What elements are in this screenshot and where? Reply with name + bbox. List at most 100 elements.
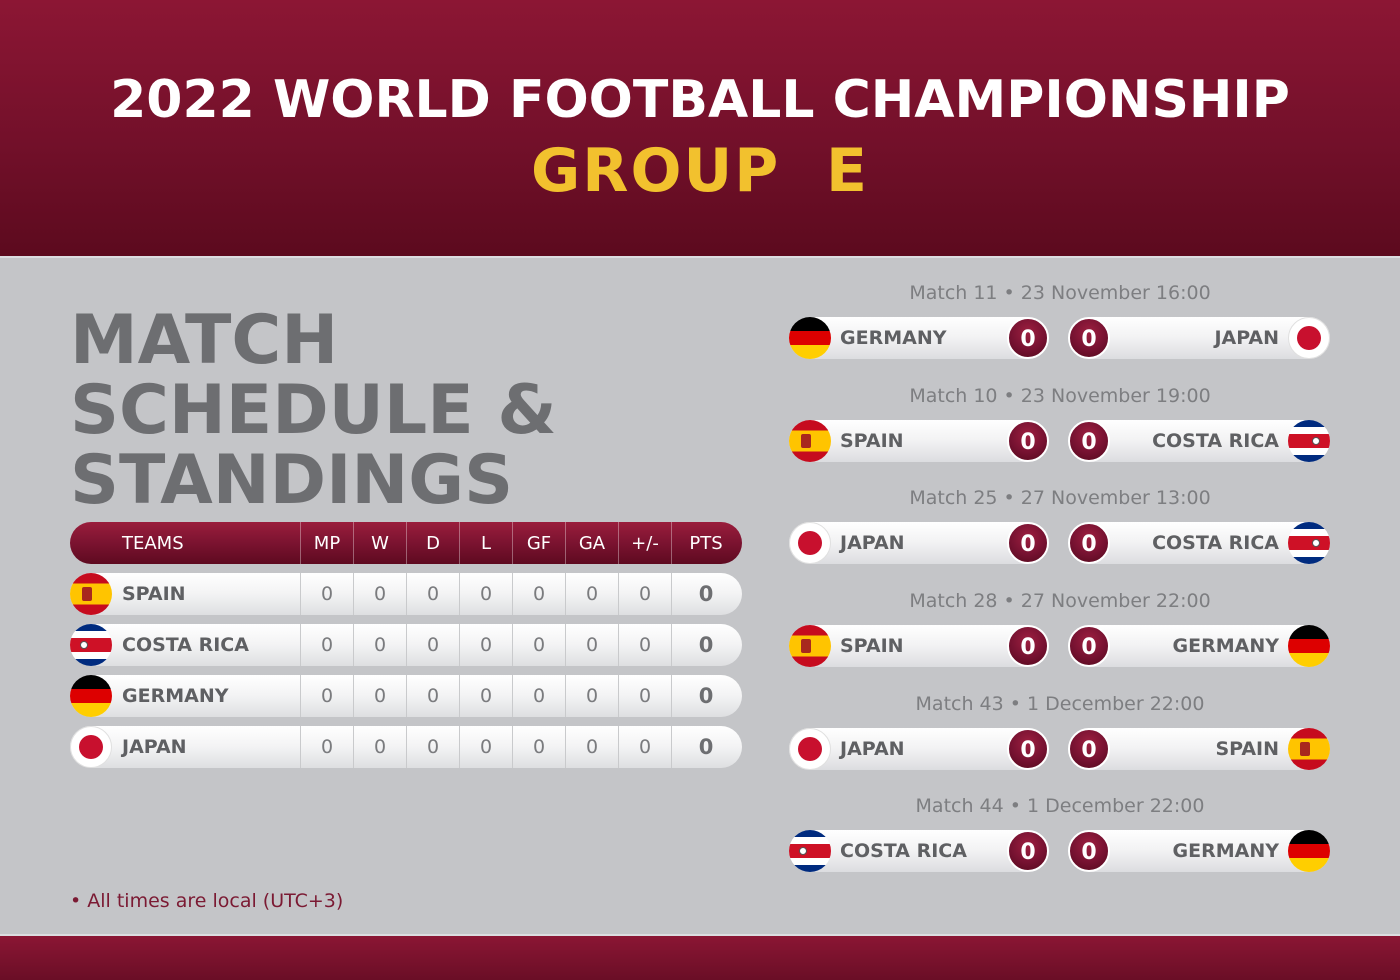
japan-flag-icon <box>789 728 831 770</box>
germany-flag-icon <box>70 675 112 717</box>
away-team: GERMANY <box>1172 840 1279 862</box>
table-row: GERMANY 0 0 0 0 0 0 0 0 <box>70 675 742 717</box>
timezone-footnote: • All times are local (UTC+3) <box>70 890 344 912</box>
header-ga: GA <box>565 522 618 564</box>
cell-ga: 0 <box>565 675 618 717</box>
japan-flag-icon <box>1288 317 1330 359</box>
away-team: SPAIN <box>1215 738 1279 760</box>
away-score: 0 <box>1068 830 1110 872</box>
home-team: COSTA RICA <box>840 840 967 862</box>
cell-w: 0 <box>353 624 406 666</box>
germany-flag-icon <box>1288 625 1330 667</box>
cell-ga: 0 <box>565 726 618 768</box>
match-row: GERMANY JAPAN 0 0 <box>789 317 1330 359</box>
cell-w: 0 <box>353 675 406 717</box>
cell-mp: 0 <box>300 726 353 768</box>
cell-w: 0 <box>353 573 406 615</box>
header-w: W <box>353 522 406 564</box>
team-name: COSTA RICA <box>122 634 249 656</box>
header-pts: PTS <box>671 522 740 564</box>
japan-flag-icon <box>789 522 831 564</box>
away-score: 0 <box>1068 625 1110 667</box>
header-diff: +/- <box>618 522 671 564</box>
match-row: COSTA RICA GERMANY 0 0 <box>789 830 1330 872</box>
cell-w: 0 <box>353 726 406 768</box>
match-label: Match 44 • 1 December 22:00 <box>915 795 1205 817</box>
match-row: SPAIN GERMANY 0 0 <box>789 625 1330 667</box>
group-title: GROUP E <box>531 136 869 206</box>
cell-d: 0 <box>406 675 459 717</box>
cell-d: 0 <box>406 726 459 768</box>
home-team: SPAIN <box>840 430 904 452</box>
header-l: L <box>459 522 512 564</box>
away-team: JAPAN <box>1214 327 1279 349</box>
cell-l: 0 <box>459 573 512 615</box>
home-team: GERMANY <box>840 327 947 349</box>
championship-title: 2022 WORLD FOOTBALL CHAMPIONSHIP <box>110 70 1290 130</box>
team-name: GERMANY <box>122 685 229 707</box>
standings-table: TEAMS MP W D L GF GA +/- PTS SPAIN 0 0 0… <box>70 522 742 768</box>
cell-l: 0 <box>459 726 512 768</box>
cell-gf: 0 <box>512 573 565 615</box>
spain-flag-icon <box>1288 728 1330 770</box>
cell-mp: 0 <box>300 624 353 666</box>
header-teams: TEAMS <box>122 532 184 554</box>
cell-diff: 0 <box>618 624 671 666</box>
home-score: 0 <box>1007 830 1049 872</box>
table-row: COSTA RICA 0 0 0 0 0 0 0 0 <box>70 624 742 666</box>
header-mp: MP <box>300 522 353 564</box>
header-banner: 2022 WORLD FOOTBALL CHAMPIONSHIP GROUP E <box>0 0 1400 256</box>
costa-rica-flag-icon <box>70 624 112 666</box>
cell-pts: 0 <box>671 726 740 768</box>
header-divider <box>0 256 1400 258</box>
cell-ga: 0 <box>565 573 618 615</box>
match-label: Match 25 • 27 November 13:00 <box>909 487 1211 509</box>
page-title: MATCH SCHEDULE & STANDINGS <box>70 301 557 520</box>
home-score: 0 <box>1007 625 1049 667</box>
home-score: 0 <box>1007 317 1049 359</box>
away-score: 0 <box>1068 728 1110 770</box>
cell-gf: 0 <box>512 675 565 717</box>
home-team: JAPAN <box>840 532 905 554</box>
costa-rica-flag-icon <box>1288 420 1330 462</box>
cell-diff: 0 <box>618 573 671 615</box>
table-row: SPAIN 0 0 0 0 0 0 0 0 <box>70 573 742 615</box>
table-row: JAPAN 0 0 0 0 0 0 0 0 <box>70 726 742 768</box>
cell-gf: 0 <box>512 726 565 768</box>
cell-ga: 0 <box>565 624 618 666</box>
header-gf: GF <box>512 522 565 564</box>
japan-flag-icon <box>70 726 112 768</box>
footer-bar <box>0 934 1400 980</box>
cell-pts: 0 <box>671 675 740 717</box>
cell-pts: 0 <box>671 624 740 666</box>
costa-rica-flag-icon <box>789 830 831 872</box>
cell-pts: 0 <box>671 573 740 615</box>
spain-flag-icon <box>70 573 112 615</box>
match-label: Match 10 • 23 November 19:00 <box>909 385 1211 407</box>
cell-diff: 0 <box>618 675 671 717</box>
header-d: D <box>406 522 459 564</box>
home-score: 0 <box>1007 420 1049 462</box>
away-team: GERMANY <box>1172 635 1279 657</box>
match-label: Match 43 • 1 December 22:00 <box>915 693 1205 715</box>
team-name: SPAIN <box>122 583 186 605</box>
match-row: SPAIN COSTA RICA 0 0 <box>789 420 1330 462</box>
match-row: JAPAN SPAIN 0 0 <box>789 728 1330 770</box>
team-name: JAPAN <box>122 736 187 758</box>
away-team: COSTA RICA <box>1152 532 1279 554</box>
away-team: COSTA RICA <box>1152 430 1279 452</box>
cell-d: 0 <box>406 573 459 615</box>
cell-l: 0 <box>459 675 512 717</box>
home-score: 0 <box>1007 728 1049 770</box>
costa-rica-flag-icon <box>1288 522 1330 564</box>
germany-flag-icon <box>789 317 831 359</box>
away-score: 0 <box>1068 522 1110 564</box>
cell-mp: 0 <box>300 573 353 615</box>
germany-flag-icon <box>1288 830 1330 872</box>
away-score: 0 <box>1068 420 1110 462</box>
spain-flag-icon <box>789 625 831 667</box>
match-label: Match 11 • 23 November 16:00 <box>909 282 1211 304</box>
match-row: JAPAN COSTA RICA 0 0 <box>789 522 1330 564</box>
cell-diff: 0 <box>618 726 671 768</box>
table-header: TEAMS MP W D L GF GA +/- PTS <box>70 522 742 564</box>
